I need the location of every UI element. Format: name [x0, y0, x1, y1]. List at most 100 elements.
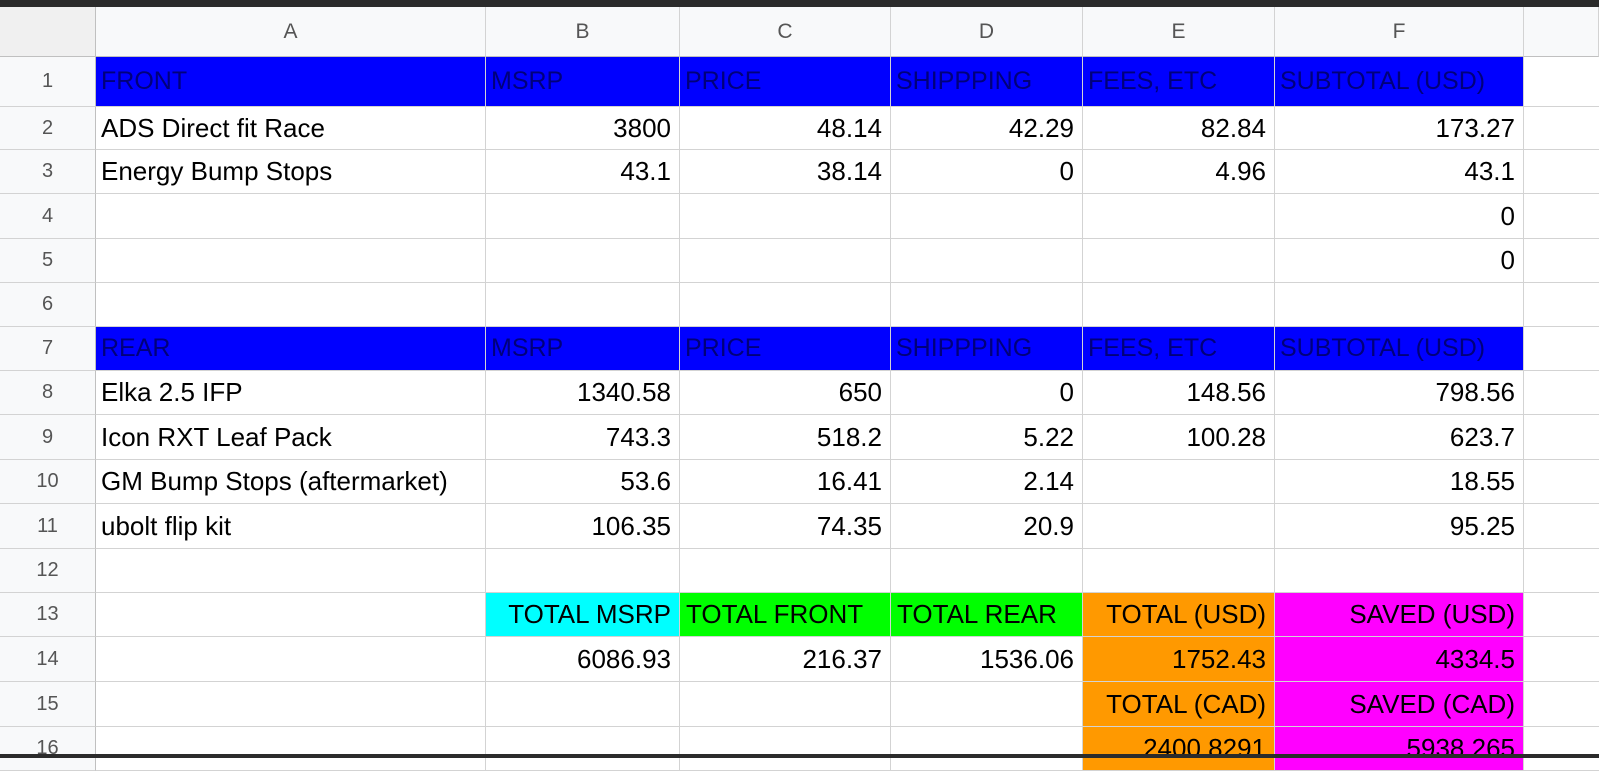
cell-b2[interactable]: 3800 [486, 107, 680, 150]
cell-c5[interactable] [680, 239, 891, 283]
row-header-10[interactable]: 10 [0, 460, 96, 504]
cell-e6[interactable] [1083, 283, 1275, 327]
cell-c11[interactable]: 74.35 [680, 504, 891, 549]
cell-c15[interactable] [680, 682, 891, 727]
cell-c12[interactable] [680, 549, 891, 593]
cell-a11[interactable]: ubolt flip kit [96, 504, 486, 549]
cell-f5[interactable]: 0 [1275, 239, 1524, 283]
column-header-b[interactable]: B [486, 7, 680, 57]
row-header-5[interactable]: 5 [0, 239, 96, 283]
cell-f15[interactable]: SAVED (CAD) [1275, 682, 1524, 727]
row-header-8[interactable]: 8 [0, 371, 96, 415]
cell-c9[interactable]: 518.2 [680, 415, 891, 460]
cell-b12[interactable] [486, 549, 680, 593]
cell-a5[interactable] [96, 239, 486, 283]
cell-a4[interactable] [96, 194, 486, 239]
cell-d14[interactable]: 1536.06 [891, 637, 1083, 682]
cell-d5[interactable] [891, 239, 1083, 283]
row-header-6[interactable]: 6 [0, 283, 96, 327]
cell-a12[interactable] [96, 549, 486, 593]
cell-d6[interactable] [891, 283, 1083, 327]
cell-e13[interactable]: TOTAL (USD) [1083, 593, 1275, 637]
cell-d9[interactable]: 5.22 [891, 415, 1083, 460]
cell-e16[interactable]: 2400.8291 [1083, 727, 1275, 771]
row-header-3[interactable]: 3 [0, 150, 96, 194]
cell-c7[interactable]: PRICE [680, 327, 891, 371]
cell-b5[interactable] [486, 239, 680, 283]
cell-e3[interactable]: 4.96 [1083, 150, 1275, 194]
cell-d7[interactable]: SHIPPPING [891, 327, 1083, 371]
cell-c3[interactable]: 38.14 [680, 150, 891, 194]
cell-a2[interactable]: ADS Direct fit Race [96, 107, 486, 150]
cell-f16[interactable]: 5938.265 [1275, 727, 1524, 771]
cell-d4[interactable] [891, 194, 1083, 239]
cell-a8[interactable]: Elka 2.5 IFP [96, 371, 486, 415]
select-all-corner[interactable] [0, 7, 96, 57]
cell-d10[interactable]: 2.14 [891, 460, 1083, 504]
cell-e10[interactable] [1083, 460, 1275, 504]
cell-e7[interactable]: FEES, ETC [1083, 327, 1275, 371]
row-header-15[interactable]: 15 [0, 682, 96, 727]
cell-a13[interactable] [96, 593, 486, 637]
cell-e11[interactable] [1083, 504, 1275, 549]
cell-d16[interactable] [891, 727, 1083, 771]
cell-e5[interactable] [1083, 239, 1275, 283]
cell-f7[interactable]: SUBTOTAL (USD) [1275, 327, 1524, 371]
cell-f12[interactable] [1275, 549, 1524, 593]
cell-b13[interactable]: TOTAL MSRP [486, 593, 680, 637]
cell-b4[interactable] [486, 194, 680, 239]
column-header-e[interactable]: E [1083, 7, 1275, 57]
row-header-1[interactable]: 1 [0, 57, 96, 107]
row-header-13[interactable]: 13 [0, 593, 96, 637]
cell-e4[interactable] [1083, 194, 1275, 239]
cell-b3[interactable]: 43.1 [486, 150, 680, 194]
cell-b11[interactable]: 106.35 [486, 504, 680, 549]
cell-a14[interactable] [96, 637, 486, 682]
cell-f10[interactable]: 18.55 [1275, 460, 1524, 504]
column-header-f[interactable]: F [1275, 7, 1524, 57]
cell-a15[interactable] [96, 682, 486, 727]
row-header-9[interactable]: 9 [0, 415, 96, 460]
cell-c8[interactable]: 650 [680, 371, 891, 415]
cell-f1[interactable]: SUBTOTAL (USD) [1275, 57, 1524, 107]
row-header-16[interactable]: 16 [0, 727, 96, 771]
cell-c10[interactable]: 16.41 [680, 460, 891, 504]
cell-f13[interactable]: SAVED (USD) [1275, 593, 1524, 637]
cell-a9[interactable]: Icon RXT Leaf Pack [96, 415, 486, 460]
cell-f14[interactable]: 4334.5 [1275, 637, 1524, 682]
cell-f2[interactable]: 173.27 [1275, 107, 1524, 150]
cell-e2[interactable]: 82.84 [1083, 107, 1275, 150]
cell-f4[interactable]: 0 [1275, 194, 1524, 239]
row-header-12[interactable]: 12 [0, 549, 96, 593]
cell-d15[interactable] [891, 682, 1083, 727]
cell-b9[interactable]: 743.3 [486, 415, 680, 460]
cell-d2[interactable]: 42.29 [891, 107, 1083, 150]
cell-e15[interactable]: TOTAL (CAD) [1083, 682, 1275, 727]
cell-b1[interactable]: MSRP [486, 57, 680, 107]
row-header-14[interactable]: 14 [0, 637, 96, 682]
column-header-d[interactable]: D [891, 7, 1083, 57]
cell-c2[interactable]: 48.14 [680, 107, 891, 150]
row-header-7[interactable]: 7 [0, 327, 96, 371]
column-header-c[interactable]: C [680, 7, 891, 57]
cell-d13[interactable]: TOTAL REAR [891, 593, 1083, 637]
cell-c6[interactable] [680, 283, 891, 327]
cell-a6[interactable] [96, 283, 486, 327]
cell-c14[interactable]: 216.37 [680, 637, 891, 682]
cell-f11[interactable]: 95.25 [1275, 504, 1524, 549]
cell-d8[interactable]: 0 [891, 371, 1083, 415]
cell-e12[interactable] [1083, 549, 1275, 593]
cell-d11[interactable]: 20.9 [891, 504, 1083, 549]
cell-d12[interactable] [891, 549, 1083, 593]
cell-d1[interactable]: SHIPPPING [891, 57, 1083, 107]
cell-b16[interactable] [486, 727, 680, 771]
cell-b14[interactable]: 6086.93 [486, 637, 680, 682]
cell-b7[interactable]: MSRP [486, 327, 680, 371]
cell-f9[interactable]: 623.7 [1275, 415, 1524, 460]
cell-c13[interactable]: TOTAL FRONT [680, 593, 891, 637]
cell-a10[interactable]: GM Bump Stops (aftermarket) [96, 460, 486, 504]
cell-f3[interactable]: 43.1 [1275, 150, 1524, 194]
cell-d3[interactable]: 0 [891, 150, 1083, 194]
cell-e1[interactable]: FEES, ETC [1083, 57, 1275, 107]
cell-b6[interactable] [486, 283, 680, 327]
